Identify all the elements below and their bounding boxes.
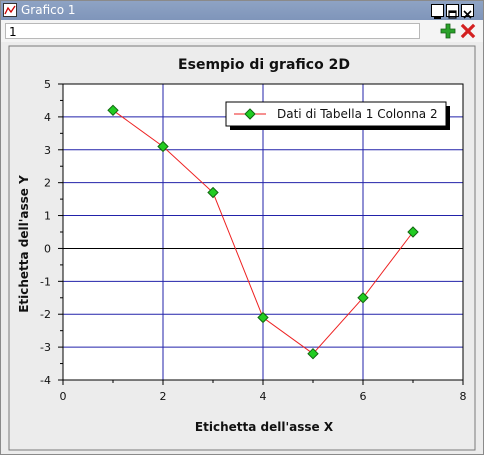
- maximize-icon: [448, 10, 457, 19]
- close-button[interactable]: [461, 4, 474, 19]
- y-tick-label: -1: [40, 275, 51, 288]
- y-tick-label: -3: [40, 341, 51, 354]
- data-point: [107, 104, 119, 117]
- data-point: [257, 311, 269, 324]
- tab-name-field[interactable]: 1: [5, 23, 420, 39]
- data-point: [157, 140, 169, 153]
- chart-panel: Esempio di grafico 2D Etichetta dell'ass…: [1, 42, 483, 454]
- legend-box: [225, 101, 447, 127]
- x-tick-label: 0: [60, 390, 67, 403]
- delete-icon[interactable]: [460, 23, 476, 39]
- x-tick-label: 4: [260, 390, 267, 403]
- tab-toolbar: 1: [1, 20, 483, 42]
- legend-marker-sample: [244, 108, 256, 120]
- y-tick-label: 5: [44, 78, 51, 91]
- line-chart: Esempio di grafico 2D Etichetta dell'ass…: [8, 45, 476, 451]
- chart-title: Esempio di grafico 2D: [178, 57, 350, 73]
- y-tick-label: 1: [44, 210, 51, 223]
- minimize-icon: [434, 17, 441, 19]
- x-tick-label: 2: [160, 390, 167, 403]
- data-point: [407, 226, 419, 238]
- y-tick-label: -2: [40, 308, 51, 321]
- add-icon[interactable]: [440, 23, 456, 39]
- y-tick-label: 4: [44, 111, 51, 124]
- x-axis-label: Etichetta dell'asse X: [195, 420, 334, 434]
- y-tick-label: 2: [44, 177, 51, 190]
- y-tick-label: 3: [44, 144, 51, 157]
- y-tick-label: 0: [44, 242, 51, 255]
- window-title: Grafico 1: [21, 3, 76, 17]
- x-tick-label: 6: [360, 390, 367, 403]
- x-tick-label: 8: [460, 390, 467, 403]
- y-axis-label: Etichetta dell'asse Y: [17, 175, 31, 313]
- y-tick-label: -4: [40, 374, 51, 387]
- close-icon: [463, 10, 472, 19]
- app-icon: [3, 3, 17, 17]
- minimize-button[interactable]: [431, 4, 444, 19]
- data-point: [357, 292, 369, 304]
- maximize-button[interactable]: [446, 4, 459, 19]
- data-point: [207, 186, 219, 199]
- data-point: [307, 347, 319, 360]
- legend-label: Dati di Tabella 1 Colonna 2: [277, 107, 438, 121]
- title-bar[interactable]: Grafico 1: [1, 1, 483, 20]
